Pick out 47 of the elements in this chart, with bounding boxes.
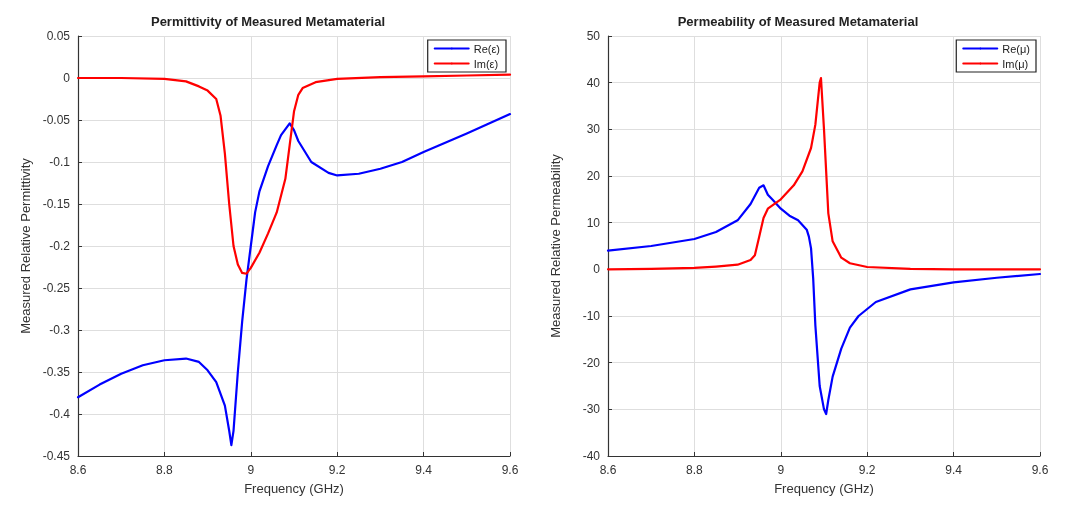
y-tick-label: 0 xyxy=(593,262,601,277)
x-tick-label: 9 xyxy=(247,463,255,477)
y-axis-title: Measured Relative Permittivity xyxy=(17,157,33,334)
y-tick-label: -0.2 xyxy=(49,239,71,253)
y-tick-label: -40 xyxy=(582,449,601,463)
legend-label: Re(μ) xyxy=(1002,42,1031,55)
x-tick-label: 9.6 xyxy=(1031,463,1049,477)
legend-label: Im(μ) xyxy=(1002,57,1029,70)
x-tick-label: 8.8 xyxy=(156,463,174,477)
y-axis-title: Measured Relative Permeability xyxy=(548,153,563,338)
line-series xyxy=(76,73,512,275)
y-tick-label: -0.45 xyxy=(42,449,71,463)
y-tick-label: -0.4 xyxy=(49,407,71,421)
y-tick-label: 20 xyxy=(586,169,601,183)
y-tick-label: -0.1 xyxy=(49,155,71,169)
x-axis-title: Frequency (GHz) xyxy=(774,481,874,496)
x-tick-label: 9.4 xyxy=(415,463,433,477)
line-series xyxy=(606,76,1042,271)
x-tick-label: 9 xyxy=(777,463,785,477)
chart-title: Permeability of Measured Metamaterial xyxy=(677,14,919,29)
y-tick-label: -0.15 xyxy=(42,197,71,211)
line-series xyxy=(606,184,1042,416)
x-tick-label: 9.2 xyxy=(858,463,876,477)
y-tick-label: -0.05 xyxy=(42,113,71,127)
y-tick-label: -0.25 xyxy=(42,281,71,295)
y-tick-label: 40 xyxy=(586,75,601,90)
y-tick-label: -0.3 xyxy=(49,323,71,337)
x-axis-title: Frequency (GHz) xyxy=(244,481,344,496)
legend-label: Re(ε) xyxy=(473,42,501,55)
x-tick-label: 9.6 xyxy=(501,463,519,477)
legend-label: Im(ε) xyxy=(473,57,499,70)
chart-title: Permittivity of Measured Metamaterial xyxy=(150,14,386,29)
x-tick-label: 8.6 xyxy=(599,463,617,477)
x-tick-label: 8.8 xyxy=(686,463,704,477)
x-tick-label: 8.6 xyxy=(69,463,87,477)
y-tick-label: -10 xyxy=(582,309,601,323)
line-series xyxy=(76,113,512,447)
y-tick-label: -0.35 xyxy=(42,365,71,379)
y-tick-label: -30 xyxy=(582,402,601,417)
y-tick-label: 10 xyxy=(586,215,601,230)
x-tick-label: 9.4 xyxy=(945,463,963,477)
y-tick-label: 30 xyxy=(586,122,601,137)
y-tick-label: 50 xyxy=(586,29,601,43)
x-tick-label: 9.2 xyxy=(328,463,346,477)
y-tick-label: 0 xyxy=(63,71,71,85)
y-tick-label: -20 xyxy=(582,355,601,370)
y-tick-label: 0.05 xyxy=(46,29,71,43)
